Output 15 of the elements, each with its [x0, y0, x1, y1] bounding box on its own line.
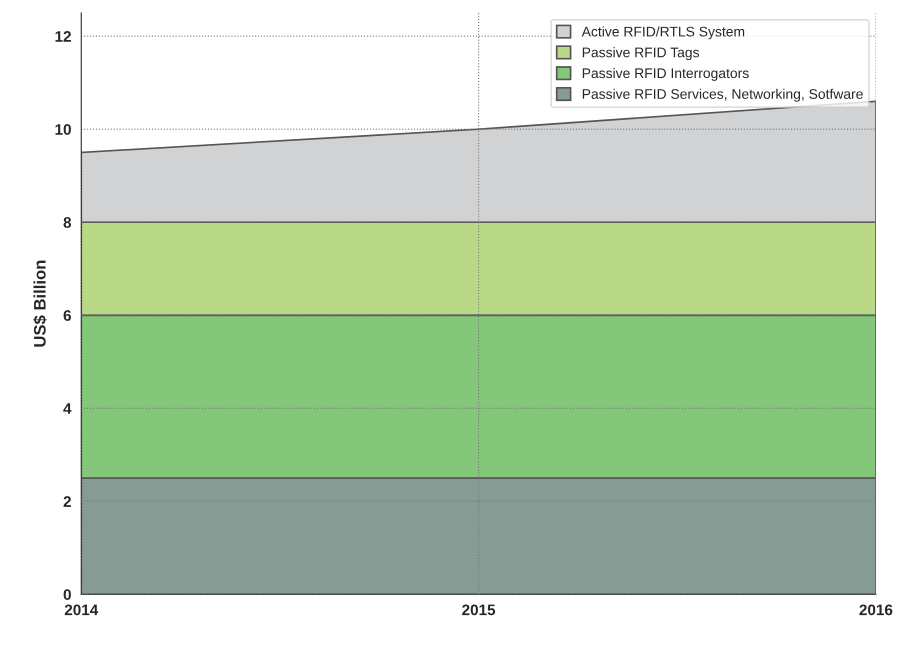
- y-tick-label: 4: [63, 403, 72, 414]
- legend-label: Active RFID/RTLS System: [582, 26, 744, 40]
- y-tick-label: 12: [56, 31, 71, 42]
- y-axis-title: US$ Billion: [33, 260, 47, 347]
- legend-label: Passive RFID Interrogators: [582, 68, 749, 81]
- x-tick-label: 2014: [64, 604, 98, 616]
- legend-label: Passive RFID Tags: [582, 47, 700, 60]
- x-tick-label: 2016: [859, 604, 892, 616]
- y-tick-label: 2: [64, 496, 71, 507]
- y-tick-label: 6: [64, 310, 71, 321]
- x-tick-label: 2015: [462, 604, 496, 616]
- y-tick-label: 10: [56, 124, 71, 135]
- legend-label: Passive RFID Services, Networking, Sotfware: [582, 88, 863, 102]
- y-tick-label: 0: [64, 589, 71, 600]
- y-tick-label: 8: [64, 217, 72, 228]
